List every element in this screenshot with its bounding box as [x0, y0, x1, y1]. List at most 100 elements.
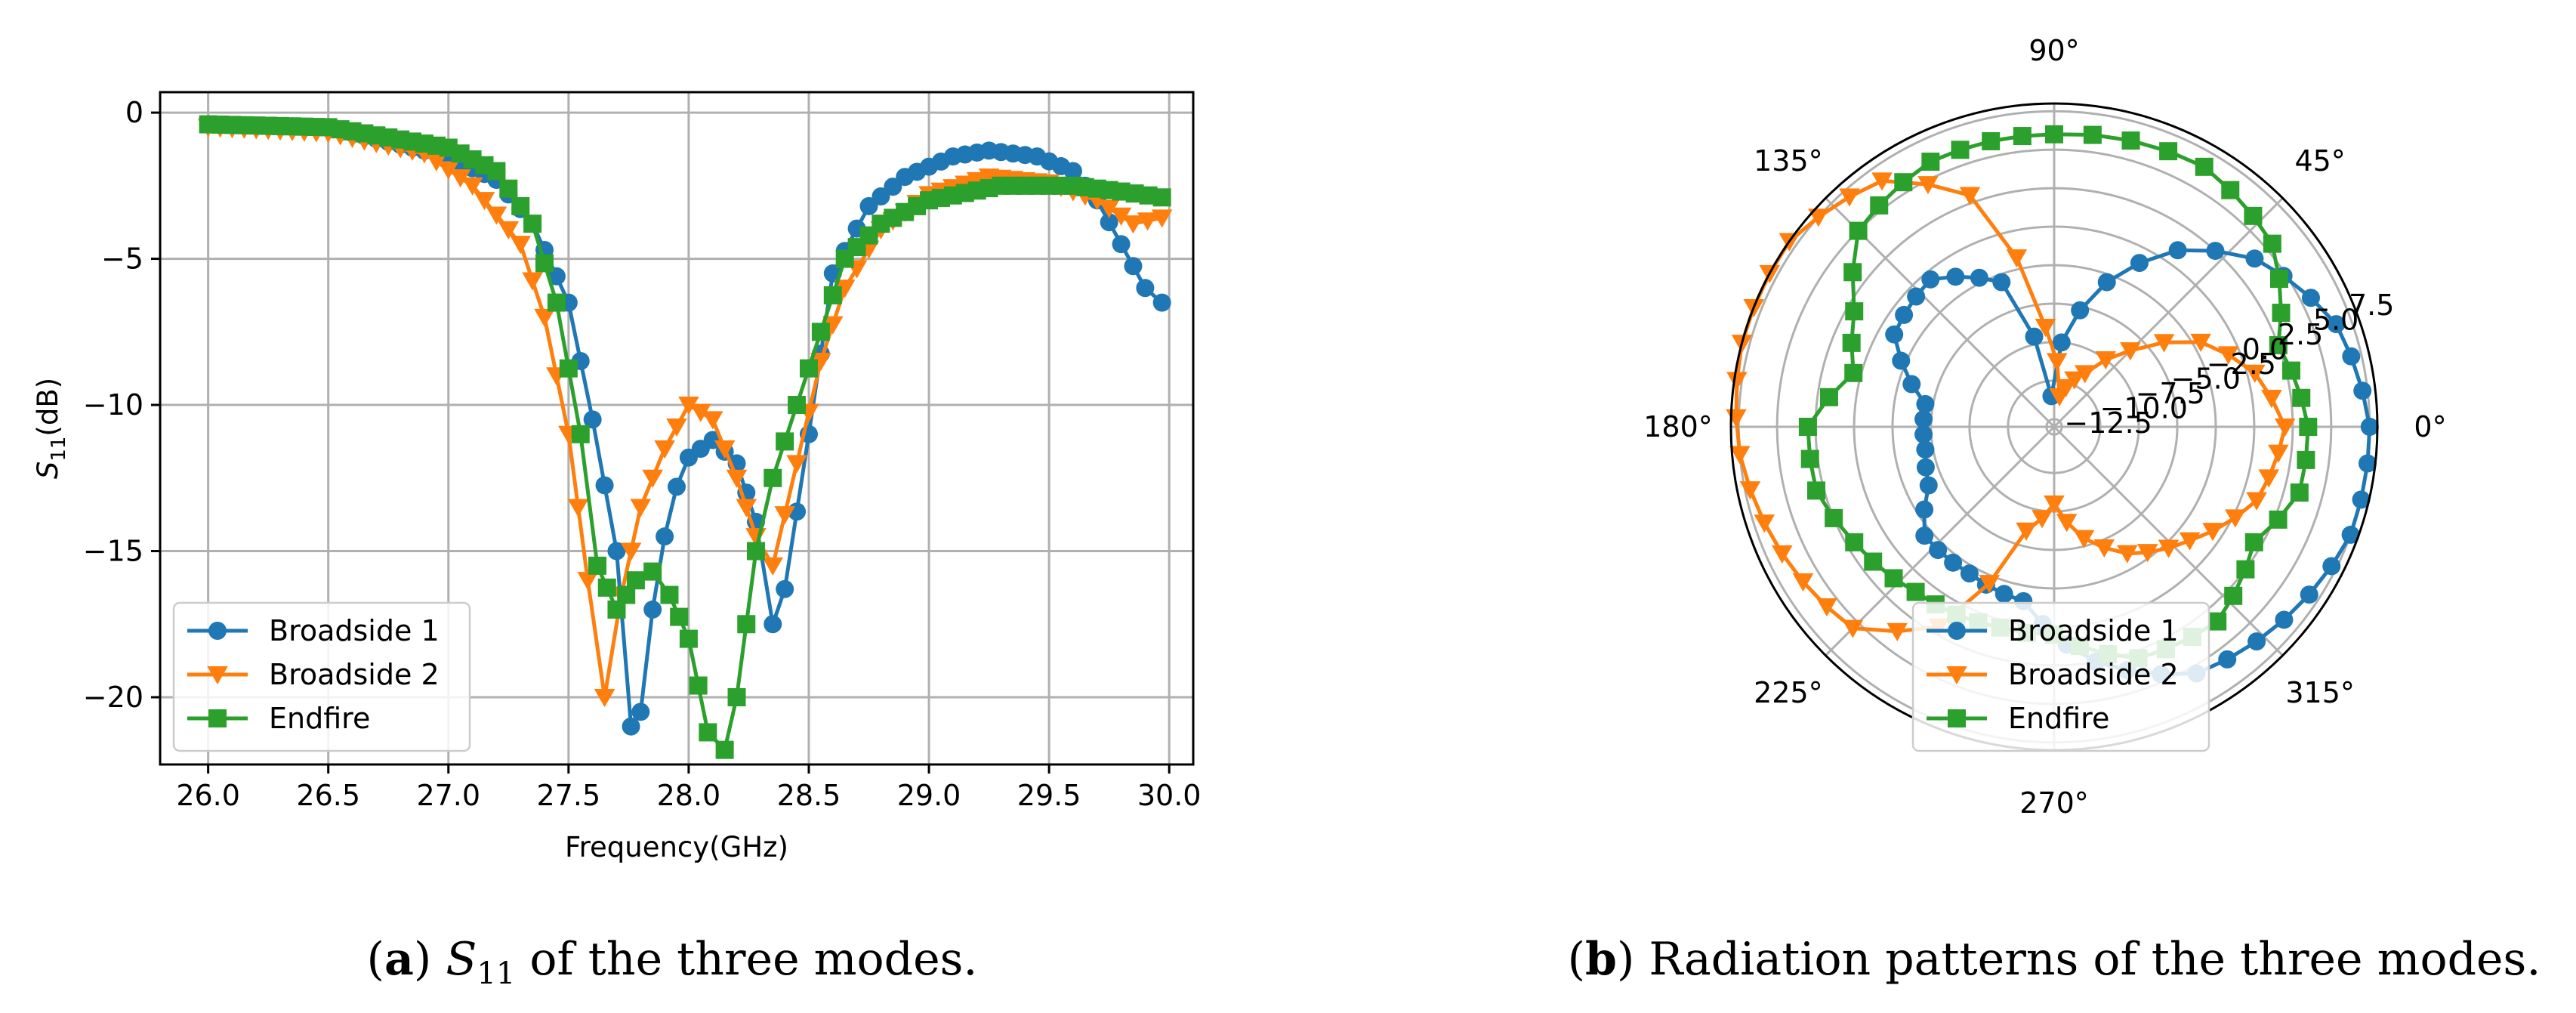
- data-point-broadside-2: [2035, 318, 2056, 338]
- data-point-broadside-1: [1124, 257, 1143, 276]
- data-point-endfire: [764, 468, 782, 487]
- legend-marker-broadside-1: [208, 622, 227, 640]
- data-point-broadside-2: [2158, 539, 2180, 558]
- legend-label-broadside-2: Broadside 2: [2008, 658, 2179, 691]
- data-point-endfire: [1982, 131, 2001, 150]
- legend-entry-broadside-2: Broadside 2: [187, 658, 440, 691]
- r-tick-label: −7.5: [2136, 377, 2205, 410]
- data-point-broadside-2: [1839, 188, 1860, 207]
- data-point-endfire: [523, 215, 542, 233]
- legend-marker-broadside-2: [1946, 666, 1967, 685]
- data-point-broadside-1: [2245, 249, 2264, 268]
- data-point-endfire: [715, 740, 734, 759]
- angle-label: 45°: [2294, 144, 2345, 178]
- data-point-endfire: [2297, 450, 2315, 469]
- polar-spoke: [2053, 197, 2284, 428]
- data-point-broadside-1: [2360, 418, 2379, 436]
- data-point-broadside-2: [666, 418, 687, 437]
- data-point-broadside-2: [510, 236, 532, 255]
- data-point-broadside-2: [2274, 418, 2296, 437]
- data-point-endfire: [2282, 361, 2300, 380]
- caption-a-letter: a: [384, 933, 414, 986]
- polar-spoke: [1825, 425, 2056, 656]
- data-point-broadside-1: [1100, 213, 1118, 232]
- data-point-broadside-1: [1919, 476, 1938, 495]
- data-point-broadside-1: [1916, 394, 1935, 413]
- data-point-broadside-2: [1726, 372, 1748, 391]
- data-point-broadside-1: [1944, 553, 1963, 572]
- data-point-broadside-2: [2202, 523, 2223, 542]
- data-point-broadside-2: [2136, 544, 2158, 563]
- data-point-broadside-1: [2168, 241, 2187, 260]
- r-tick-label: −12.5: [2064, 406, 2152, 440]
- x-tick-label: 28.0: [657, 779, 721, 812]
- legend-entry-endfire: Endfire: [1927, 702, 2109, 735]
- x-tick-label: 28.5: [777, 779, 841, 812]
- data-point-endfire: [1864, 552, 1883, 571]
- data-point-endfire: [1152, 188, 1171, 207]
- data-point-broadside-1: [2342, 347, 2361, 366]
- data-point-endfire: [1819, 388, 1838, 406]
- data-point-broadside-1: [1902, 375, 1921, 394]
- data-point-broadside-1: [1992, 273, 2011, 292]
- data-point-broadside-2: [678, 397, 699, 415]
- y-tick-label: 0: [125, 96, 143, 129]
- data-point-broadside-2: [2056, 514, 2078, 533]
- data-point-broadside-1: [631, 703, 650, 721]
- data-point-broadside-2: [1137, 212, 1158, 231]
- angle-label: 270°: [2019, 786, 2089, 820]
- r-tick-label: −10.0: [2099, 392, 2187, 425]
- data-point-endfire: [2299, 418, 2318, 436]
- data-point-broadside-2: [714, 440, 736, 459]
- data-point-endfire: [1842, 333, 1861, 352]
- data-point-endfire: [1800, 449, 1819, 468]
- data-point-broadside-2: [474, 192, 495, 211]
- data-point-endfire: [799, 359, 818, 378]
- data-point-broadside-1: [2301, 289, 2320, 307]
- data-point-broadside-1: [2341, 525, 2360, 544]
- data-point-broadside-2: [834, 280, 856, 298]
- x-tick-label: 26.0: [176, 779, 240, 812]
- s11-legend-box: [172, 601, 471, 752]
- r-tick-label: 0.0: [2242, 333, 2288, 366]
- data-point-broadside-2: [534, 308, 555, 328]
- data-point-broadside-1: [1914, 409, 1933, 428]
- polar-legend-box: [1911, 601, 2210, 752]
- data-point-broadside-1: [1063, 162, 1082, 181]
- data-point-broadside-1: [1907, 287, 1926, 306]
- legend-entry-endfire: Endfire: [187, 702, 370, 735]
- data-point-endfire: [597, 578, 616, 597]
- data-point-endfire: [1845, 533, 1864, 551]
- data-point-endfire: [679, 629, 698, 648]
- data-point-endfire: [511, 196, 530, 215]
- data-point-endfire: [2269, 510, 2288, 529]
- data-point-broadside-1: [2218, 650, 2237, 669]
- data-point-broadside-1: [622, 717, 640, 736]
- data-point-broadside-2: [2031, 510, 2053, 529]
- data-point-broadside-2: [786, 455, 807, 474]
- angle-label: 90°: [2028, 34, 2079, 67]
- data-point-broadside-1: [776, 579, 794, 598]
- data-point-broadside-1: [764, 615, 782, 634]
- data-point-broadside-2: [1816, 598, 1837, 617]
- legend-label-broadside-1: Broadside 1: [269, 614, 440, 647]
- data-point-broadside-2: [2153, 334, 2175, 353]
- data-point-broadside-1: [1929, 541, 1948, 560]
- data-point-endfire: [689, 676, 708, 695]
- data-point-broadside-2: [1729, 446, 1751, 465]
- data-point-broadside-1: [1915, 500, 1934, 519]
- data-point-broadside-1: [2206, 242, 2225, 261]
- data-point-broadside-2: [1122, 215, 1144, 234]
- data-point-broadside-2: [810, 352, 831, 372]
- angle-label: 135°: [1754, 144, 1823, 178]
- legend-label-broadside-2: Broadside 2: [269, 658, 440, 691]
- legend-marker-endfire: [208, 709, 227, 727]
- legend-marker-broadside-1: [1948, 622, 1966, 640]
- data-point-endfire: [1870, 196, 1889, 215]
- x-tick-label: 29.0: [897, 779, 961, 812]
- data-point-broadside-2: [1871, 172, 1893, 191]
- data-point-broadside-1: [1994, 585, 2013, 604]
- data-point-broadside-2: [1917, 176, 1939, 195]
- x-tick-label: 27.0: [416, 779, 480, 812]
